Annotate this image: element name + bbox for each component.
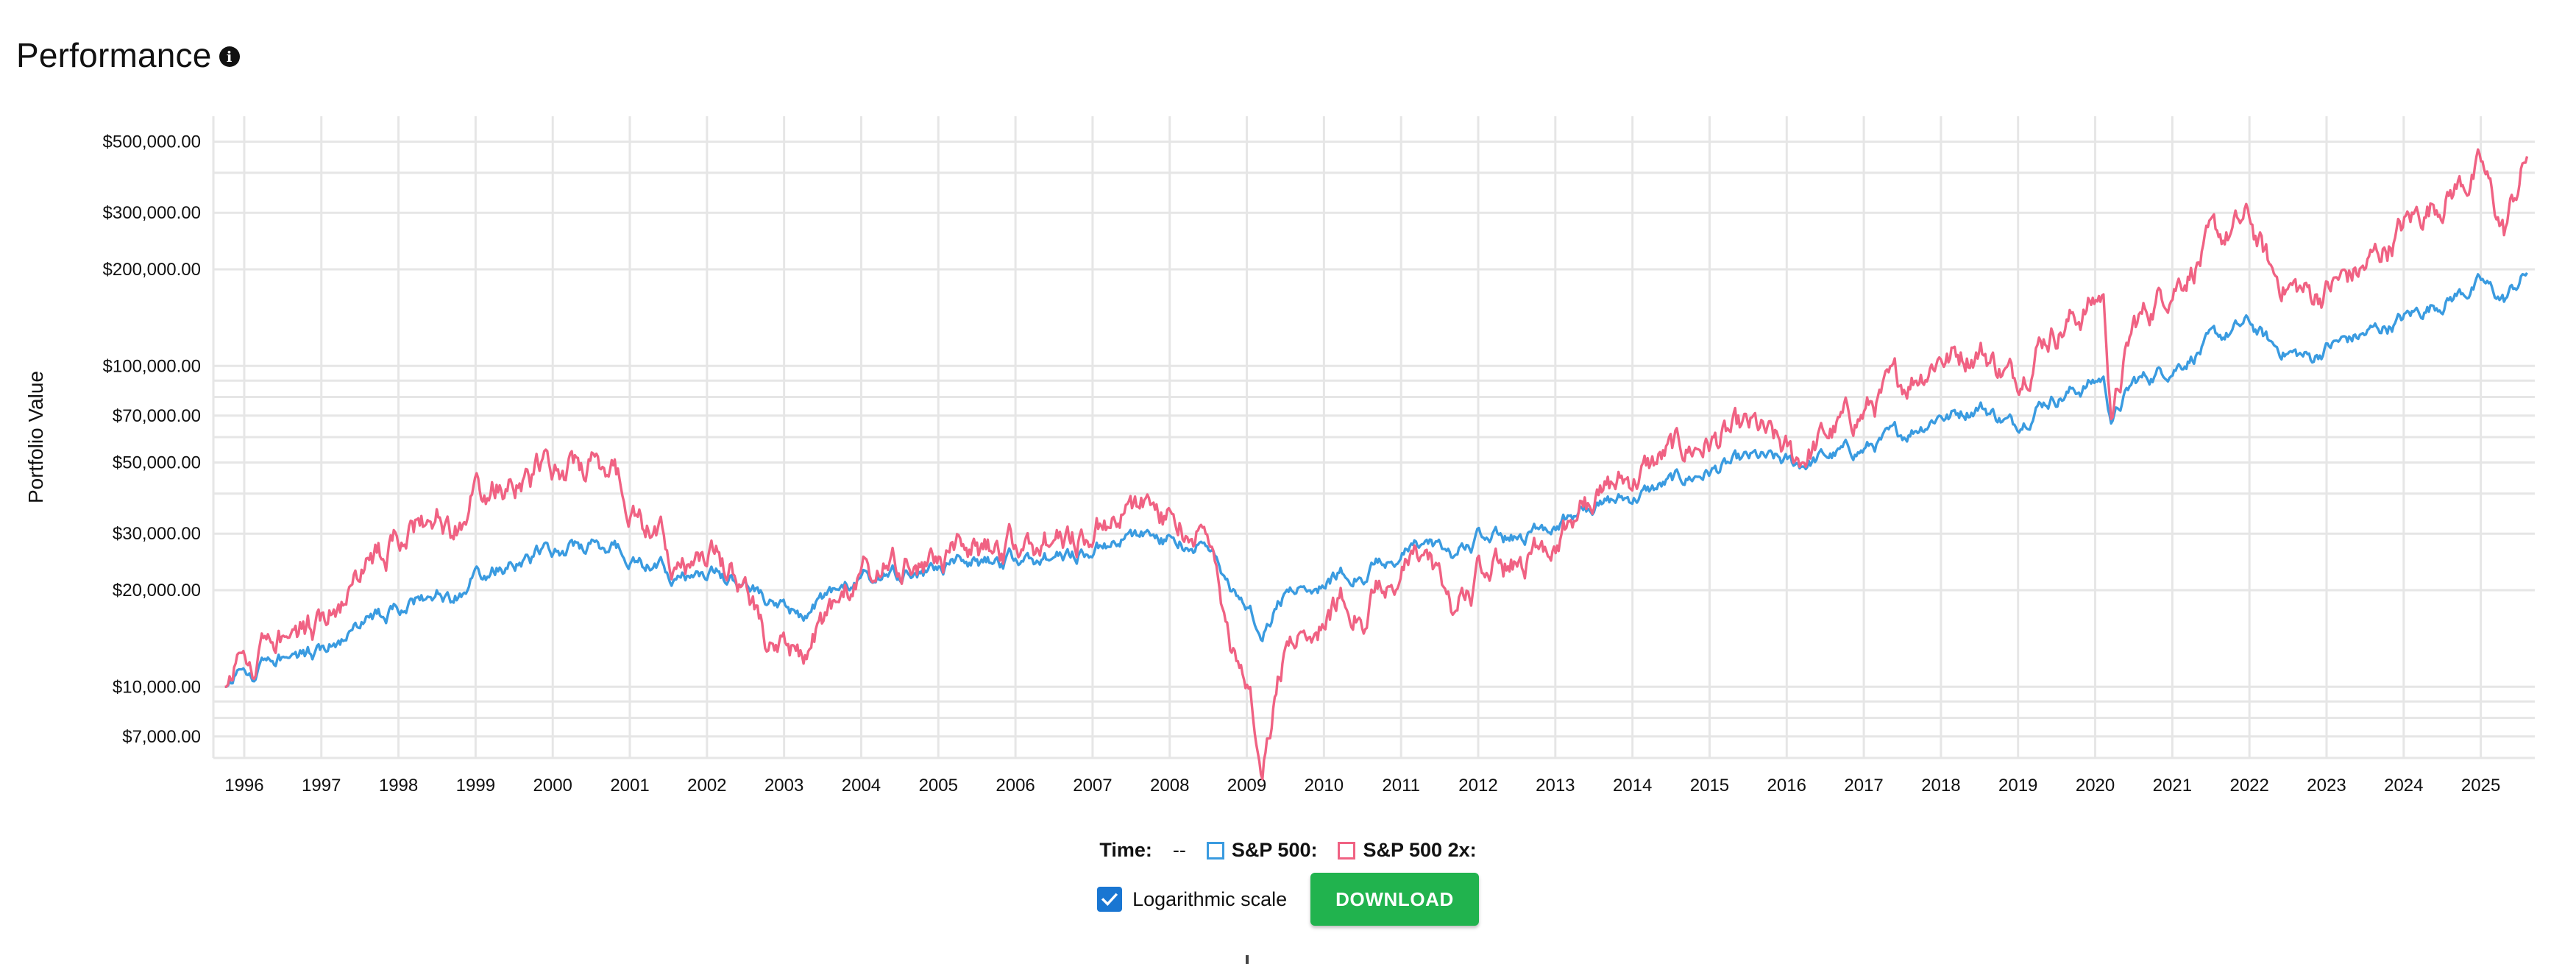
x-tick-label: 2019 <box>1998 776 2037 795</box>
x-tick-label: 2022 <box>2229 776 2268 795</box>
x-tick-label: 2025 <box>2461 776 2500 795</box>
x-tick-label: 2014 <box>1613 776 1652 795</box>
y-tick-label: $20,000.00 <box>113 581 201 600</box>
x-tick-label: 2008 <box>1150 776 1189 795</box>
y-tick-label: $70,000.00 <box>113 406 201 426</box>
legend-item-sp500-2x[interactable]: S&P 500 2x: <box>1338 839 1477 862</box>
chart-controls: Logarithmic scale DOWNLOAD <box>0 873 2576 926</box>
series-line-sp500 <box>224 272 2528 688</box>
x-tick-label: 2007 <box>1073 776 1112 795</box>
log-scale-label: Logarithmic scale <box>1132 887 1288 910</box>
scroll-indicator <box>1246 955 1249 964</box>
chart-series <box>224 148 2529 781</box>
y-tick-label: $100,000.00 <box>103 356 201 376</box>
legend-item-sp500[interactable]: S&P 500: <box>1206 839 1318 862</box>
x-axis-ticks: 1996 1997 1998 1999 2000 2001 2002 2003 2004 2005… <box>224 776 2500 795</box>
x-tick-label: 2020 <box>2076 776 2115 795</box>
x-tick-label: 1998 <box>379 776 418 795</box>
y-tick-label: $10,000.00 <box>113 677 201 697</box>
x-tick-label: 2006 <box>996 776 1035 795</box>
y-axis-ticks: $7,000.00 $10,000.00 $20,000.00 $30,000.00 $… <box>103 132 201 747</box>
chart-grid <box>212 116 2535 759</box>
y-tick-label: $200,000.00 <box>103 260 201 280</box>
x-tick-label: 2010 <box>1305 776 1344 795</box>
x-tick-label: 2018 <box>1921 776 1960 795</box>
x-tick-label: 2013 <box>1536 776 1575 795</box>
x-tick-label: 1999 <box>456 776 495 795</box>
legend-swatch-sp500-2x <box>1338 841 1356 860</box>
chart-legend: Time: -- S&P 500: S&P 500 2x: <box>0 839 2576 862</box>
x-tick-label: 2017 <box>1844 776 1883 795</box>
x-tick-label: 2003 <box>764 776 803 795</box>
y-tick-label: $300,000.00 <box>103 203 201 223</box>
log-scale-checkbox[interactable] <box>1097 887 1123 912</box>
x-tick-label: 2001 <box>610 776 649 795</box>
x-tick-label: 2012 <box>1458 776 1497 795</box>
x-tick-label: 2021 <box>2153 776 2192 795</box>
y-tick-label: $50,000.00 <box>113 453 201 473</box>
legend-time-label: Time: <box>1099 839 1152 861</box>
checkmark-icon <box>1101 893 1118 907</box>
y-axis-label: Portfolio Value <box>24 371 47 503</box>
x-tick-label: 2016 <box>1767 776 1806 795</box>
x-tick-label: 2004 <box>842 776 881 795</box>
x-tick-label: 2005 <box>919 776 958 795</box>
x-tick-label: 2009 <box>1227 776 1266 795</box>
title-row: Performance i <box>16 29 240 81</box>
series-line-sp500-2x <box>224 148 2529 781</box>
x-tick-label: 2000 <box>533 776 572 795</box>
legend-time-value: -- <box>1172 839 1186 861</box>
y-tick-label: $7,000.00 <box>122 727 201 747</box>
y-tick-label: $500,000.00 <box>103 132 201 152</box>
x-tick-label: 2024 <box>2384 776 2423 795</box>
legend-label-sp500: S&P 500: <box>1231 839 1318 861</box>
x-tick-label: 2011 <box>1382 776 1420 795</box>
x-tick-label: 2002 <box>687 776 726 795</box>
x-tick-label: 2023 <box>2307 776 2346 795</box>
x-tick-label: 2015 <box>1690 776 1729 795</box>
page-title: Performance <box>16 36 212 74</box>
legend-label-sp500-2x: S&P 500 2x: <box>1363 839 1477 861</box>
legend-swatch-sp500 <box>1206 841 1224 860</box>
x-tick-label: 1997 <box>302 776 341 795</box>
info-icon[interactable]: i <box>219 46 240 67</box>
log-scale-toggle[interactable]: Logarithmic scale <box>1097 887 1287 912</box>
x-tick-label: 1996 <box>224 776 263 795</box>
y-tick-label: $30,000.00 <box>113 524 201 544</box>
performance-chart[interactable]: $7,000.00 $10,000.00 $20,000.00 $30,000.00 $… <box>0 0 2576 832</box>
download-button[interactable]: DOWNLOAD <box>1310 873 1479 926</box>
